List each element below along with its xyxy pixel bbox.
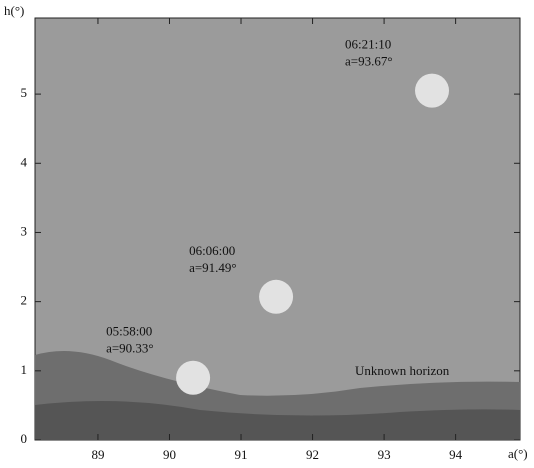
y-tick-label: 3 bbox=[21, 223, 28, 238]
y-axis-label: h(°) bbox=[4, 3, 24, 18]
chart: h(°) a(°) Unknown horizon 89 90 91 92 93 94 0 1… bbox=[0, 0, 534, 468]
y-tick-label: 5 bbox=[21, 85, 28, 100]
x-tick-label: 94 bbox=[449, 447, 463, 462]
x-tick-label: 90 bbox=[163, 447, 176, 462]
x-tick-label: 91 bbox=[235, 447, 248, 462]
y-tick-label: 0 bbox=[21, 431, 28, 446]
y-tick-label: 1 bbox=[21, 362, 28, 377]
azimuth-label: a=90.33° bbox=[106, 341, 154, 356]
x-tick-label: 92 bbox=[306, 447, 319, 462]
sun-marker bbox=[415, 74, 449, 108]
time-label: 06:06:00 bbox=[189, 243, 235, 258]
azimuth-label: a=91.49° bbox=[189, 260, 237, 275]
azimuth-label: a=93.67° bbox=[345, 54, 393, 69]
x-tick-label: 93 bbox=[378, 447, 391, 462]
time-label: 06:21:10 bbox=[345, 37, 391, 52]
sun-marker bbox=[259, 280, 293, 314]
x-axis-label: a(°) bbox=[508, 446, 528, 461]
x-tick-label: 89 bbox=[91, 447, 104, 462]
y-tick-label: 4 bbox=[21, 154, 28, 169]
sun-marker bbox=[176, 361, 210, 395]
annotation: Unknown horizon bbox=[355, 363, 450, 378]
time-label: 05:58:00 bbox=[106, 324, 152, 339]
y-tick-label: 2 bbox=[21, 293, 28, 308]
